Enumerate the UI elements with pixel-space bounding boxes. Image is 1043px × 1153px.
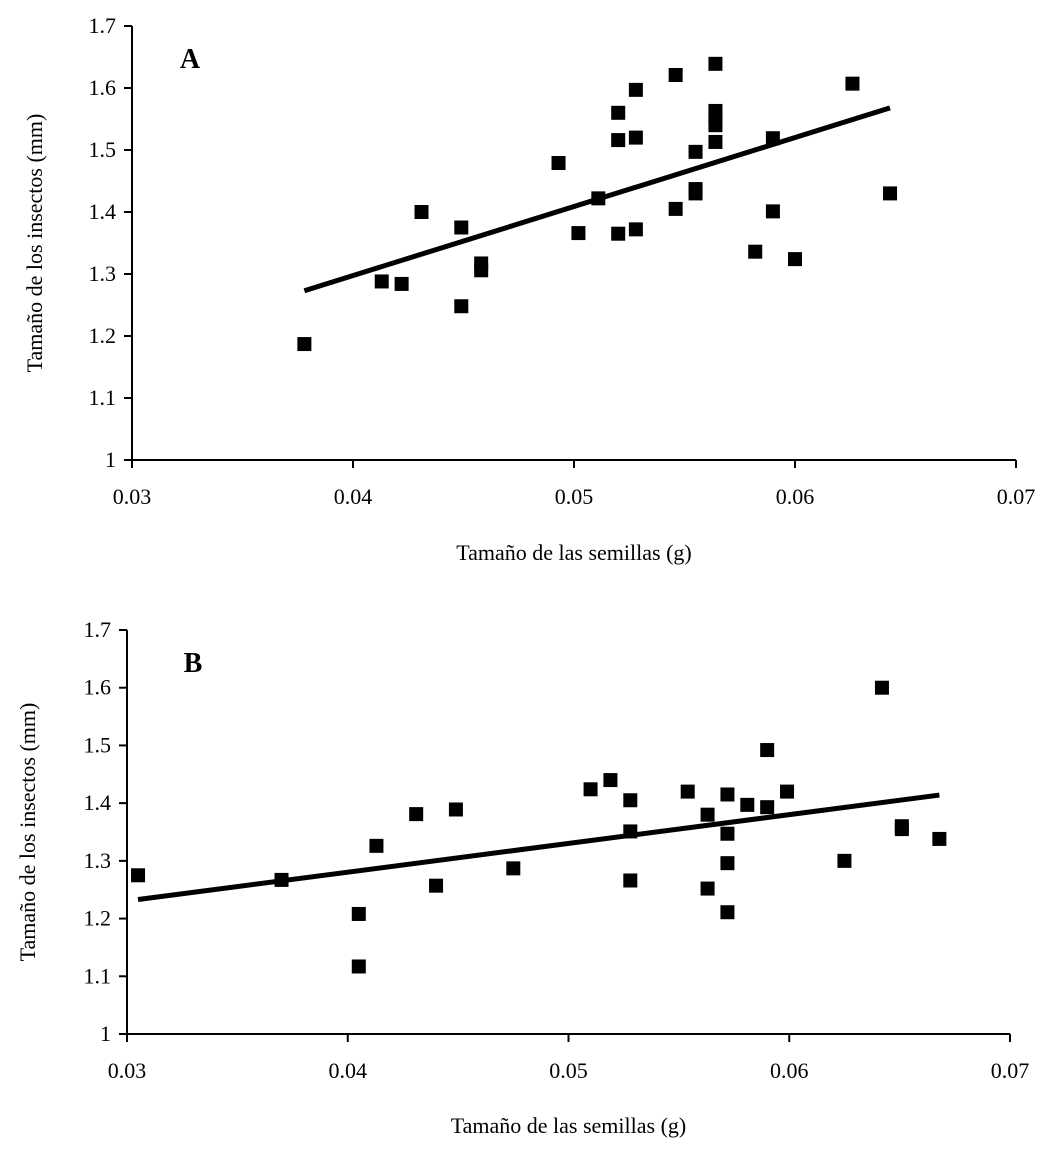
data-point	[765, 204, 780, 219]
y-tick-label: 1.5	[89, 137, 117, 162]
y-tick-label: 1.7	[84, 617, 112, 642]
y-tick-label: 1.1	[84, 963, 112, 988]
data-point	[274, 872, 289, 887]
y-tick-label: 1	[100, 1021, 111, 1046]
data-point	[688, 144, 703, 159]
data-point	[297, 337, 312, 352]
data-point	[551, 156, 566, 171]
data-point	[611, 226, 626, 241]
y-axis-title: Tamaño de los insectos (mm)	[15, 703, 40, 962]
y-tick-label: 1.2	[89, 323, 117, 348]
data-point	[448, 802, 463, 817]
data-point	[131, 868, 146, 883]
data-point	[708, 56, 723, 71]
x-tick-label: 0.07	[991, 1058, 1030, 1083]
y-tick-label: 1.6	[84, 675, 112, 700]
data-point	[668, 67, 683, 82]
data-point	[351, 959, 366, 974]
data-point	[668, 201, 683, 216]
y-tick-label: 1.1	[89, 385, 117, 410]
x-tick-label: 0.03	[108, 1058, 147, 1083]
data-point	[708, 118, 723, 133]
y-tick-label: 1.2	[84, 906, 112, 931]
data-point	[414, 205, 429, 219]
data-point	[680, 784, 695, 799]
data-point	[720, 826, 735, 841]
y-tick-label: 1.3	[89, 261, 117, 286]
data-point	[611, 133, 626, 148]
x-axis-title: Tamaño de las semillas (g)	[456, 540, 692, 565]
data-point	[506, 861, 521, 876]
data-point	[845, 76, 860, 91]
data-point	[591, 191, 606, 206]
data-point	[583, 782, 598, 797]
data-point	[374, 274, 389, 289]
chart-panel-a: 1 1.1 1.2 1.3 1.4 1.5 1.6 1.7 0.03 0.04 0.05 0.06 0.…	[22, 13, 1035, 565]
data-point	[932, 831, 947, 846]
data-point	[788, 252, 802, 267]
y-tick-label: 1.6	[89, 75, 117, 100]
data-point	[409, 807, 424, 822]
data-point	[571, 226, 586, 241]
data-point	[700, 881, 715, 896]
panel-label: A	[180, 44, 201, 75]
x-tick-label: 0.04	[329, 1058, 368, 1083]
data-point	[720, 856, 735, 871]
x-tick-label: 0.06	[776, 484, 815, 509]
y-tick-label: 1.4	[84, 790, 112, 815]
x-tick-label: 0.04	[334, 484, 373, 509]
data-point	[369, 838, 384, 853]
x-axis-title: Tamaño de las semillas (g)	[451, 1113, 687, 1138]
data-point	[623, 793, 638, 808]
data-point	[760, 800, 775, 815]
data-point	[623, 824, 638, 839]
data-point	[628, 82, 643, 97]
x-tick-label: 0.05	[549, 1058, 588, 1083]
y-tick-label: 1.4	[89, 199, 117, 224]
data-point	[765, 131, 780, 146]
data-point	[837, 853, 852, 868]
data-point	[740, 797, 755, 812]
data-point	[454, 220, 469, 235]
chart-panel-b: 1 1.1 1.2 1.3 1.4 1.5 1.6 1.7 0.03 0.04 0.05 0.06 0.…	[15, 617, 1029, 1138]
panel-label: B	[184, 648, 203, 679]
data-point	[623, 873, 638, 888]
data-point	[454, 299, 469, 314]
data-point	[894, 822, 909, 837]
data-point	[780, 784, 795, 799]
data-point	[720, 905, 735, 920]
trendline	[137, 792, 940, 903]
data-point	[603, 773, 618, 788]
data-point	[700, 807, 715, 822]
data-point	[720, 787, 735, 802]
y-tick-label: 1.7	[89, 13, 117, 38]
data-point	[611, 105, 626, 120]
y-tick-label: 1.5	[84, 732, 112, 757]
data-point	[474, 263, 489, 278]
data-point	[760, 743, 775, 758]
data-point	[874, 680, 889, 695]
x-tick-label: 0.06	[770, 1058, 809, 1083]
x-tick-label: 0.05	[555, 484, 594, 509]
y-axis-title: Tamaño de los insectos (mm)	[22, 114, 47, 373]
data-point	[883, 186, 898, 201]
data-point	[708, 134, 723, 149]
y-tick-label: 1	[105, 447, 116, 472]
data-point	[429, 878, 444, 893]
data-point	[394, 276, 409, 291]
x-tick-label: 0.03	[113, 484, 152, 509]
data-point	[351, 906, 366, 921]
data-point	[628, 222, 643, 237]
data-point	[748, 244, 763, 259]
x-tick-label: 0.07	[997, 484, 1036, 509]
y-tick-label: 1.3	[84, 848, 112, 873]
data-point	[628, 130, 643, 145]
data-point	[688, 186, 703, 201]
